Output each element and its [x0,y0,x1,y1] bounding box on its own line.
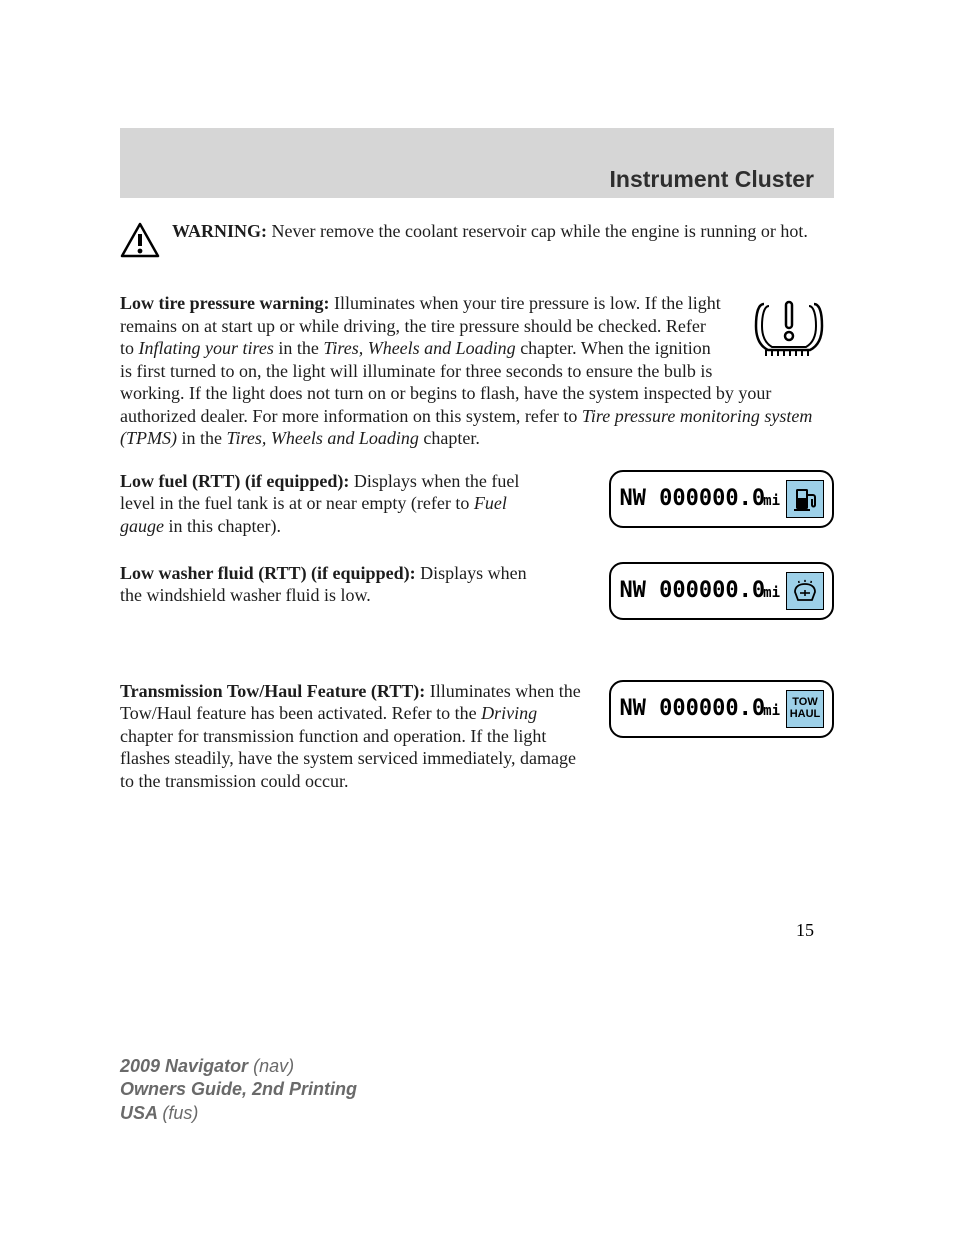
lcd-text: NW 000000.0mi [619,486,780,511]
tpms-lead: Low tire pressure warning: [120,293,330,313]
footer-region: USA [120,1103,162,1123]
lcd-towhaul: NW 000000.0mi TOW HAUL [609,680,834,738]
section-tpms: Low tire pressure warning: Illuminates w… [120,292,834,450]
tpms-text: Low tire pressure warning: Illuminates w… [120,292,834,450]
lowfuel-lead: Low fuel (RTT) (if equipped): [120,471,349,491]
fuel-pump-icon [786,480,824,518]
lowfuel-text: Low fuel (RTT) (if equipped): Displays w… [120,470,534,538]
tow-label-2: HAUL [790,709,821,721]
section-towhaul: NW 000000.0mi TOW HAUL Transmission Tow/… [120,680,834,793]
washer-fluid-icon [786,572,824,610]
page-number: 15 [796,920,814,941]
lcd-lowfuel: NW 000000.0mi [609,470,834,528]
warning-body: Never remove the coolant reservoir cap w… [267,221,808,241]
lcd-washer: NW 000000.0mi [609,562,834,620]
footer: 2009 Navigator (nav) Owners Guide, 2nd P… [120,1055,357,1125]
washer-lead: Low washer fluid (RTT) (if equipped): [120,563,416,583]
footer-model: 2009 Navigator [120,1056,253,1076]
tpms-icon [744,292,834,367]
footer-code2: (fus) [162,1103,198,1123]
lcd-text: NW 000000.0mi [619,696,780,721]
tow-label-1: TOW [792,697,817,709]
washer-text: Low washer fluid (RTT) (if equipped): Di… [120,562,534,607]
warning-block: WARNING: Never remove the coolant reserv… [120,220,834,258]
page: Instrument Cluster WARNING: Never remove… [0,0,954,1235]
towhaul-lead: Transmission Tow/Haul Feature (RTT): [120,681,425,701]
tow-haul-icon: TOW HAUL [786,690,824,728]
chapter-title: Instrument Cluster [610,166,814,193]
content-area: WARNING: Never remove the coolant reserv… [120,220,834,812]
section-lowfuel: NW 000000.0mi Low fuel (RTT) (if equippe… [120,470,834,542]
warning-icon [120,222,160,258]
footer-code1: (nav) [253,1056,294,1076]
section-washer: NW 000000.0mi Low washer fluid (RTT) (if… [120,562,834,660]
lcd-text: NW 000000.0mi [619,578,780,603]
warning-text: WARNING: Never remove the coolant reserv… [172,220,808,243]
warning-label: WARNING: [172,221,267,241]
footer-guide: Owners Guide, 2nd Printing [120,1079,357,1099]
